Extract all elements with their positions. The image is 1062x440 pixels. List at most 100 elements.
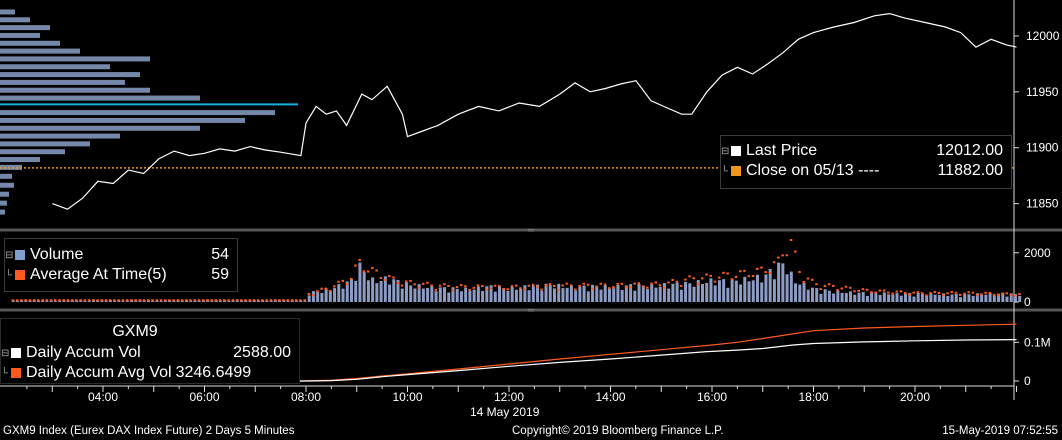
- legend-row-accum: ⊟ Daily Accum Vol 2588.00: [1, 343, 299, 363]
- volume-bar: [844, 293, 848, 302]
- avg-dot: [1001, 292, 1004, 295]
- profile-bar: [0, 32, 40, 38]
- volume-bar: [870, 292, 874, 302]
- avg-dot: [705, 273, 708, 276]
- volume-bar: [603, 285, 607, 302]
- x-axis: 04:00 06:00 08:00 10:00 12:00 14:00 16:00 18:00…: [0, 385, 1017, 404]
- avg-dot: [231, 299, 235, 302]
- volume-bar: [333, 288, 337, 302]
- profile-bar: [0, 157, 40, 163]
- volume-bar: [341, 288, 345, 302]
- volume-bar: [908, 293, 912, 302]
- volume-bar: [739, 284, 743, 302]
- avg-dot: [882, 289, 886, 292]
- volume-bar: [506, 290, 510, 302]
- volume-bar: [197, 301, 201, 303]
- avg-dot: [650, 282, 653, 285]
- avg-dot: [887, 291, 890, 294]
- avg-dot: [734, 276, 738, 279]
- avg-dot: [358, 259, 361, 262]
- avg-dot: [104, 299, 108, 302]
- avg-dot: [988, 292, 992, 295]
- profile-bar: [0, 79, 125, 85]
- avg-dot: [70, 299, 74, 302]
- avg-dot: [333, 285, 336, 288]
- volume-bar: [434, 291, 438, 302]
- avg-dot: [755, 267, 759, 270]
- profile-bar: [0, 164, 22, 170]
- avg-dot: [971, 291, 975, 294]
- accum-swatch: [11, 348, 21, 358]
- footer-timestamp: 15-May-2019 07:52:55: [942, 425, 1058, 437]
- avg-dot: [130, 299, 133, 302]
- volume-bar: [607, 288, 611, 302]
- volume-bar: [722, 279, 726, 302]
- volume-bar: [849, 291, 853, 302]
- x-tick-label: 18:00: [798, 390, 828, 404]
- avg-dot: [295, 299, 298, 302]
- avg-dot: [853, 290, 856, 293]
- legend-row-last-price: ⊟ Last Price 12012.00: [721, 141, 1011, 161]
- avg-dot: [66, 299, 70, 302]
- avg-dot: [498, 284, 501, 287]
- avg-dot: [781, 254, 784, 257]
- volume-bar: [629, 284, 633, 302]
- profile-bar: [0, 40, 60, 46]
- avg-dot: [223, 299, 226, 302]
- volume-bar: [684, 281, 688, 302]
- volume-bar: [383, 276, 387, 302]
- avg-dot: [798, 271, 801, 274]
- legend-value: 11882.00: [937, 162, 1003, 179]
- avg-dot: [421, 282, 425, 285]
- collapse-icon[interactable]: ⊟: [721, 145, 730, 157]
- avg-dot: [688, 275, 691, 278]
- price-legend: ⊟ Last Price 12012.00 └ Close on 05/13 -…: [720, 135, 1012, 189]
- collapse-icon[interactable]: ⊟: [5, 249, 14, 261]
- volume-bar: [426, 287, 430, 302]
- avg-dot: [32, 299, 36, 302]
- avg-dot: [20, 299, 23, 302]
- volume-bar: [493, 291, 497, 302]
- volume-bar: [654, 287, 658, 302]
- avg-dot: [366, 270, 370, 273]
- avg-dot: [789, 239, 793, 242]
- avg-dot: [269, 299, 273, 302]
- avg-dot: [172, 299, 175, 302]
- volume-bar: [15, 300, 19, 302]
- volume-bar: [404, 282, 408, 302]
- volume-bar: [438, 287, 442, 302]
- volume-bar: [743, 276, 747, 302]
- volume-bar: [637, 284, 641, 302]
- volume-bar: [180, 300, 184, 302]
- volume-bar: [371, 277, 375, 302]
- avg-dot: [303, 299, 306, 302]
- avg-dot: [11, 299, 15, 302]
- avg-dot: [100, 299, 103, 302]
- legend-value: 3246.6499: [175, 364, 252, 381]
- avg-dot: [282, 299, 285, 302]
- x-tick-label: 20:00: [900, 390, 930, 404]
- avg-dot: [646, 286, 649, 289]
- collapse-icon[interactable]: ⊟: [1, 347, 10, 359]
- avg-dot: [764, 271, 767, 274]
- volume-bar: [430, 285, 434, 302]
- avg-dot: [612, 286, 615, 289]
- panel-title: GXM9: [112, 323, 158, 340]
- volume-bar: [210, 300, 214, 302]
- volume-bar: [895, 293, 899, 302]
- avg-dot: [942, 294, 945, 297]
- legend-row-close: └ Close on 05/13 ---- 11882.00: [721, 161, 1011, 181]
- avg-dot: [891, 292, 894, 295]
- avg-dot: [654, 281, 657, 284]
- volume-bar: [379, 280, 383, 302]
- volume-bar: [569, 285, 573, 302]
- avg-dot: [125, 299, 129, 302]
- volume-bar: [227, 300, 231, 302]
- avg-dot: [992, 293, 996, 296]
- avg-dot: [379, 276, 383, 279]
- avg-dot: [675, 280, 679, 283]
- volume-bar: [633, 290, 637, 302]
- avg-dot: [870, 291, 873, 294]
- volume-bar: [544, 283, 548, 302]
- tree-branch-icon: └: [5, 269, 13, 281]
